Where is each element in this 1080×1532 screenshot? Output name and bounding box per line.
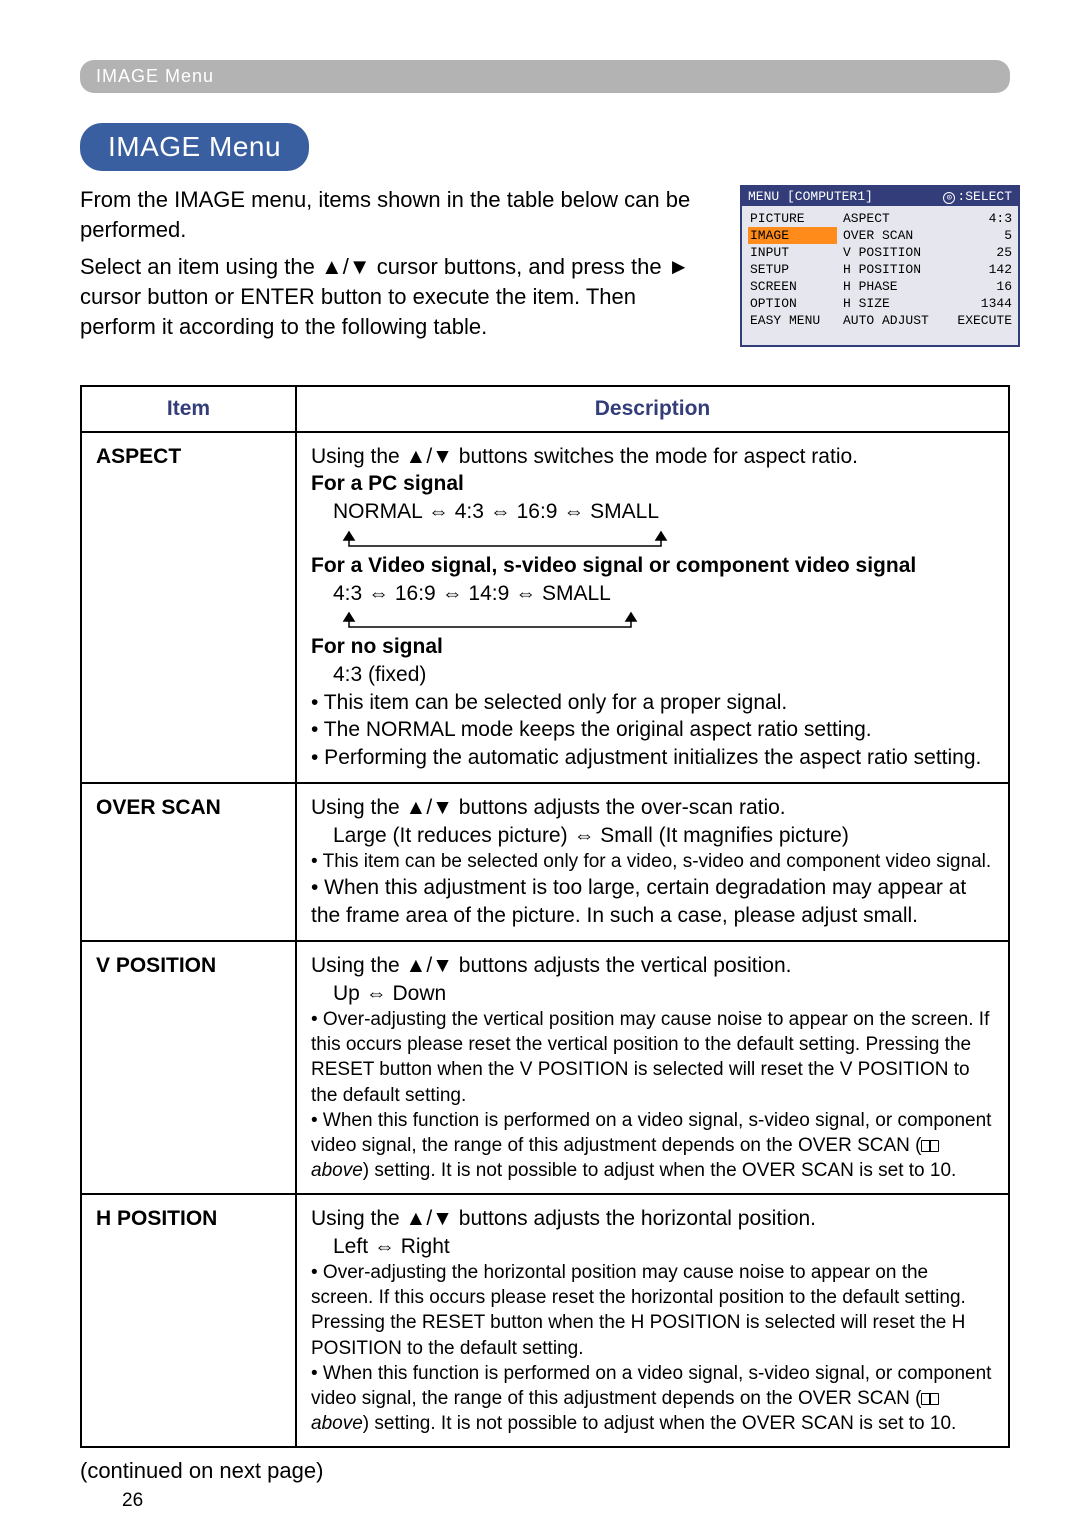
breadcrumb: IMAGE Menu xyxy=(80,60,1010,93)
table-row: H POSITION Using the ▲/▼ buttons adjusts… xyxy=(81,1194,1009,1447)
osd-menu-item: OPTION xyxy=(748,295,837,312)
osd-left-col: PICTURE IMAGE INPUT SETUP SCREEN OPTION … xyxy=(742,206,837,345)
sequence-connector xyxy=(341,609,994,627)
intro-p2: Select an item using the ▲/▼ cursor butt… xyxy=(80,252,716,341)
osd-header-left: MENU [COMPUTER1] xyxy=(748,189,873,204)
item-name-vposition: V POSITION xyxy=(81,941,296,1194)
osd-row: AUTO ADJUSTEXECUTE xyxy=(843,312,1012,329)
desc-aspect: Using the ▲/▼ buttons switches the mode … xyxy=(296,432,1009,783)
table-header-item: Item xyxy=(81,386,296,432)
desc-vposition: Using the ▲/▼ buttons adjusts the vertic… xyxy=(296,941,1009,1194)
desc-line: Using the ▲/▼ buttons adjusts the over-s… xyxy=(311,794,994,822)
osd-header-right: ⊙:SELECT xyxy=(943,189,1012,204)
desc-sequence: 4:3 (fixed) xyxy=(311,661,994,689)
osd-menu-item: INPUT xyxy=(748,244,837,261)
table-row: OVER SCAN Using the ▲/▼ buttons adjusts … xyxy=(81,783,1009,941)
book-icon xyxy=(921,1139,939,1153)
osd-menu-item: PICTURE xyxy=(748,210,837,227)
desc-sequence: Left ⇔ Right xyxy=(311,1233,994,1261)
page-number: 26 xyxy=(122,1490,1020,1512)
table-header-desc: Description xyxy=(296,386,1009,432)
desc-bullet: • This item can be selected only for a p… xyxy=(311,689,994,717)
desc-line: Using the ▲/▼ buttons adjusts the vertic… xyxy=(311,952,994,980)
desc-bullet: • When this adjustment is too large, cer… xyxy=(311,874,994,929)
sequence-connector xyxy=(341,528,994,546)
desc-bullet: • Over-adjusting the horizontal position… xyxy=(311,1260,994,1360)
desc-bullet: • Over-adjusting the vertical position m… xyxy=(311,1007,994,1107)
item-name-hposition: H POSITION xyxy=(81,1194,296,1447)
item-name-aspect: ASPECT xyxy=(81,432,296,783)
table-row: ASPECT Using the ▲/▼ buttons switches th… xyxy=(81,432,1009,783)
intro-p1: From the IMAGE menu, items shown in the … xyxy=(80,185,716,244)
desc-bullet: • Performing the automatic adjustment in… xyxy=(311,744,994,772)
desc-subheading: For a Video signal, s-video signal or co… xyxy=(311,552,994,580)
continued-text: (continued on next page) xyxy=(80,1458,1020,1484)
image-menu-table: Item Description ASPECT Using the ▲/▼ bu… xyxy=(80,385,1010,1448)
osd-menu-item: SCREEN xyxy=(748,278,837,295)
desc-subheading: For a PC signal xyxy=(311,470,994,498)
osd-preview: MENU [COMPUTER1] ⊙:SELECT PICTURE IMAGE … xyxy=(740,185,1020,347)
osd-row: H PHASE16 xyxy=(843,278,1012,295)
book-icon xyxy=(921,1392,939,1406)
desc-overscan: Using the ▲/▼ buttons adjusts the over-s… xyxy=(296,783,1009,941)
intro-text: From the IMAGE menu, items shown in the … xyxy=(80,185,716,341)
page-title: IMAGE Menu xyxy=(80,123,309,171)
desc-bullet: • When this function is performed on a v… xyxy=(311,1361,994,1436)
select-icon: ⊙ xyxy=(943,192,955,204)
osd-row: V POSITION25 xyxy=(843,244,1012,261)
desc-sequence: NORMAL ⇔ 4:3 ⇔ 16:9 ⇔ SMALL xyxy=(311,498,994,526)
osd-menu-item: SETUP xyxy=(748,261,837,278)
desc-subheading: For no signal xyxy=(311,633,994,661)
desc-line: Using the ▲/▼ buttons switches the mode … xyxy=(311,443,994,471)
osd-right-col: ASPECT4:3 OVER SCAN5 V POSITION25 H POSI… xyxy=(837,206,1018,345)
desc-bullet: • When this function is performed on a v… xyxy=(311,1108,994,1183)
desc-sequence: Large (It reduces picture) ⇔ Small (It m… xyxy=(311,822,994,850)
osd-header: MENU [COMPUTER1] ⊙:SELECT xyxy=(742,187,1018,206)
osd-row: H SIZE1344 xyxy=(843,295,1012,312)
desc-bullet: • The NORMAL mode keeps the original asp… xyxy=(311,716,994,744)
desc-bullet: • This item can be selected only for a v… xyxy=(311,849,994,874)
desc-hposition: Using the ▲/▼ buttons adjusts the horizo… xyxy=(296,1194,1009,1447)
osd-row: H POSITION142 xyxy=(843,261,1012,278)
desc-sequence: Up ⇔ Down xyxy=(311,980,994,1008)
desc-line: Using the ▲/▼ buttons adjusts the horizo… xyxy=(311,1205,994,1233)
osd-row: OVER SCAN5 xyxy=(843,227,1012,244)
osd-menu-item: EASY MENU xyxy=(748,312,837,329)
table-row: V POSITION Using the ▲/▼ buttons adjusts… xyxy=(81,941,1009,1194)
item-name-overscan: OVER SCAN xyxy=(81,783,296,941)
osd-menu-item-selected: IMAGE xyxy=(748,227,837,244)
desc-sequence: 4:3 ⇔ 16:9 ⇔ 14:9 ⇔ SMALL xyxy=(311,580,994,608)
osd-row: ASPECT4:3 xyxy=(843,210,1012,227)
